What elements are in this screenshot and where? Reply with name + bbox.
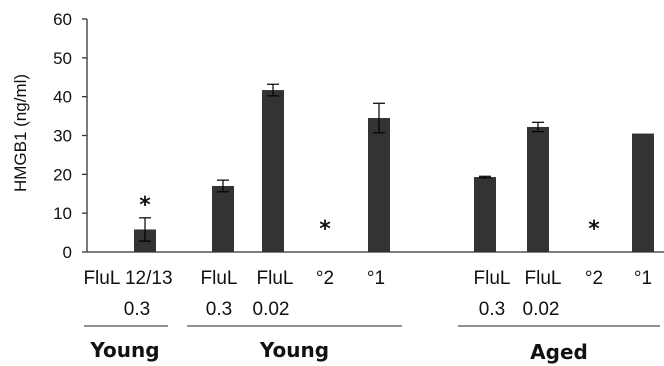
x-tick-label-top: FluL 12/13	[83, 268, 172, 289]
y-tick-label: 0	[63, 243, 72, 262]
x-tick-label-top: FluL	[525, 268, 562, 289]
x-tick-label-top: FluL	[474, 268, 511, 289]
bars: * * *	[134, 83, 654, 253]
significance-star: *	[588, 217, 600, 242]
x-tick-label-top: °1	[634, 268, 652, 289]
bar	[368, 118, 390, 253]
y-tick-label: 10	[53, 204, 72, 223]
x-tick-label-bottom: 0.02	[523, 299, 560, 320]
bar	[212, 185, 234, 252]
x-tick-label-top: FluL	[201, 268, 238, 289]
x-tick-label-top: °2	[316, 268, 334, 289]
x-tick-label-bottom: 0.02	[253, 299, 290, 320]
y-tick-label: 30	[53, 127, 72, 146]
bar	[527, 126, 549, 252]
y-axis-label: HMGB1 (ng/ml)	[11, 74, 30, 192]
bar	[632, 133, 654, 252]
x-tick-label-top: FluL	[257, 268, 294, 289]
x-tick-label-top: °2	[585, 268, 603, 289]
x-tick-label-bottom: 0.3	[479, 299, 505, 320]
significance-star: *	[139, 193, 151, 218]
group-label: Aged	[530, 340, 588, 364]
x-tick-label-bottom: 0.3	[206, 299, 232, 320]
group-label: Young	[89, 338, 159, 362]
x-tick-label-top: °1	[367, 268, 385, 289]
y-tick-label: 40	[53, 88, 72, 107]
significance-star: *	[319, 217, 331, 242]
x-tick-labels: FluL 12/13 0.3 FluL 0.3 FluL 0.02 °2 °1 FluL 0.3 F…	[83, 268, 652, 320]
group-labels: Young Young Aged	[84, 325, 660, 364]
group-label: Young	[259, 338, 329, 362]
y-tick-label: 20	[53, 165, 72, 184]
bar	[474, 177, 496, 252]
y-tick-label: 50	[53, 49, 72, 68]
x-tick-label-bottom: 0.3	[124, 299, 150, 320]
y-tick-labels: 0 10 20 30 40 50 60	[53, 10, 72, 262]
y-tick-label: 60	[53, 10, 72, 29]
bar	[262, 90, 284, 252]
